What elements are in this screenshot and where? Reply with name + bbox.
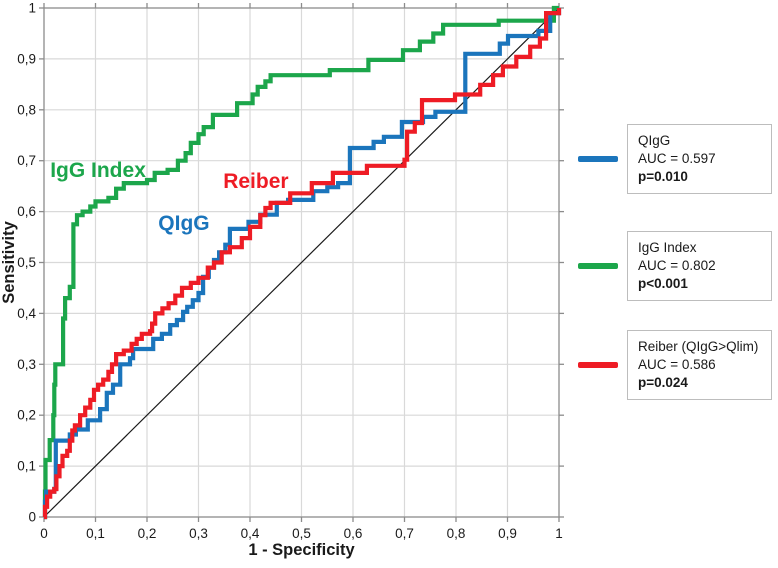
legend-swatch-reiber-line <box>578 362 618 369</box>
legend-panel: QIgG AUC = 0.597 p=0.010 IgG Index AUC =… <box>570 0 778 563</box>
legend-auc-value: AUC = 0.586 <box>638 357 716 373</box>
series-igg-index-curve <box>42 5 559 520</box>
y-tick-label: 0,4 <box>17 306 36 321</box>
legend-auc-value: AUC = 0.597 <box>638 151 716 167</box>
y-tick-label: 0,8 <box>17 102 36 117</box>
y-tick-label: 0,1 <box>17 459 36 474</box>
legend-series-name: IgG Index <box>638 240 697 255</box>
x-tick-label: 0,4 <box>241 526 260 541</box>
legend-swatch-qigg-line <box>578 156 618 163</box>
legend-item-igg-index: IgG Index AUC = 0.802 p<0.001 <box>570 231 778 302</box>
legend-box-qigg: QIgG AUC = 0.597 p=0.010 <box>627 124 772 195</box>
chart-area: 0 0,1 0,2 0,3 0,4 0,5 0,6 0,7 0,8 0,9 1 0 0,1 0,2 0,3 0… <box>0 1 564 559</box>
x-tick-label: 0,5 <box>292 526 311 541</box>
legend-item-qigg: QIgG AUC = 0.597 p=0.010 <box>570 124 778 195</box>
legend-series-name: QIgG <box>638 133 671 148</box>
legend-auc-value: AUC = 0.802 <box>638 258 716 274</box>
roc-chart: 0 0,1 0,2 0,3 0,4 0,5 0,6 0,7 0,8 0,9 1 0 0,1 0,2 0,3 0… <box>0 1 564 559</box>
series-qigg-label: QIgG <box>158 212 209 235</box>
legend-p-value: p<0.001 <box>638 276 688 292</box>
y-tick-label: 0 <box>28 510 36 525</box>
y-tick-label: 0,5 <box>17 255 36 270</box>
x-axis-title: 1 - Specificity <box>248 541 355 559</box>
x-tick-label: 0,1 <box>86 526 105 541</box>
y-tick-label: 0,7 <box>17 153 36 168</box>
x-tick-label: 1 <box>555 526 563 541</box>
x-tick-label: 0,8 <box>447 526 466 541</box>
x-tick-label: 0,6 <box>344 526 363 541</box>
x-tick-label: 0,9 <box>498 526 517 541</box>
legend-p-value: p=0.010 <box>638 169 688 185</box>
legend-p-value: p=0.024 <box>638 375 688 391</box>
legend-swatch-igg-index-line <box>578 263 618 270</box>
y-tick-label: 0,2 <box>17 408 36 423</box>
y-tick-label: 0,6 <box>17 204 36 219</box>
series-reiber-curve <box>42 8 562 520</box>
x-tick-label: 0,2 <box>138 526 157 541</box>
legend-item-reiber: Reiber (QIgG>Qlim) AUC = 0.586 p=0.024 <box>570 330 778 401</box>
legend-series-name: Reiber (QIgG>Qlim) <box>638 339 759 354</box>
y-tick-label: 1 <box>28 1 36 16</box>
x-tick-label: 0,7 <box>395 526 414 541</box>
series-reiber-label: Reiber <box>223 170 288 193</box>
y-tick-label: 0,9 <box>17 51 36 66</box>
y-tick-label: 0,3 <box>17 357 36 372</box>
legend-box-reiber: Reiber (QIgG>Qlim) AUC = 0.586 p=0.024 <box>627 330 772 401</box>
legend-box-igg-index: IgG Index AUC = 0.802 p<0.001 <box>627 231 772 302</box>
series-igg-index-label: IgG Index <box>50 159 146 182</box>
y-axis-title: Sensitivity <box>0 220 18 303</box>
x-tick-label: 0,3 <box>189 526 208 541</box>
x-tick-label: 0 <box>40 526 48 541</box>
